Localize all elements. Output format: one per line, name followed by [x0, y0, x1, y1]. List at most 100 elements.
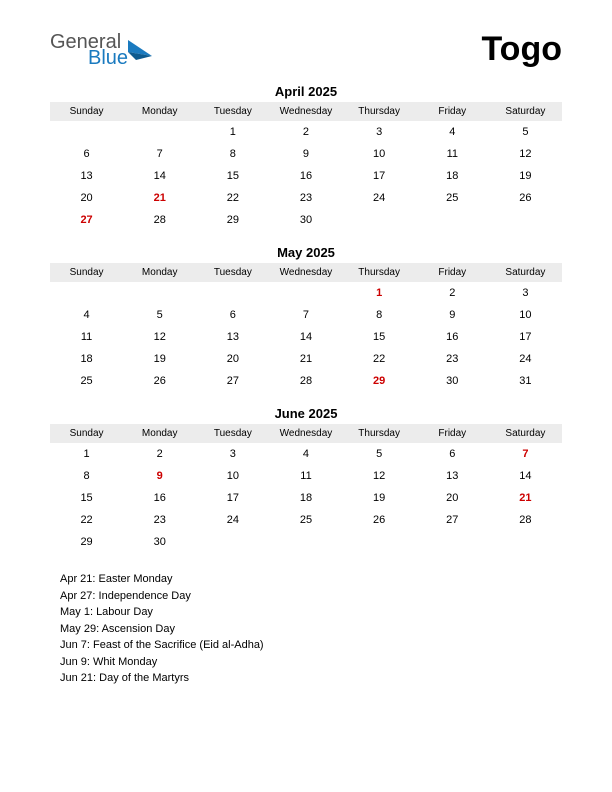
- day-cell: 6: [416, 443, 489, 465]
- day-cell: 9: [269, 143, 342, 165]
- day-cell: 26: [343, 509, 416, 531]
- table-row: 25262728293031: [50, 370, 562, 392]
- table-row: 123: [50, 282, 562, 304]
- day-cell: [416, 209, 489, 231]
- day-cell: 24: [196, 509, 269, 531]
- logo-text: General Blue: [50, 32, 128, 68]
- day-cell: 27: [50, 209, 123, 231]
- day-cell: 9: [123, 465, 196, 487]
- month-block: June 2025SundayMondayTuesdayWednesdayThu…: [50, 406, 562, 553]
- logo: General Blue: [50, 32, 152, 68]
- day-cell: 14: [489, 465, 562, 487]
- day-cell: 13: [416, 465, 489, 487]
- day-cell: 7: [123, 143, 196, 165]
- day-cell: 8: [343, 304, 416, 326]
- table-row: 11121314151617: [50, 326, 562, 348]
- day-cell: [489, 209, 562, 231]
- table-row: 1234567: [50, 443, 562, 465]
- day-cell: 19: [343, 487, 416, 509]
- calendar-table: SundayMondayTuesdayWednesdayThursdayFrid…: [50, 424, 562, 553]
- table-row: 22232425262728: [50, 509, 562, 531]
- day-cell: 11: [50, 326, 123, 348]
- day-cell: 31: [489, 370, 562, 392]
- day-cell: 22: [196, 187, 269, 209]
- logo-blue: Blue: [88, 48, 128, 68]
- table-row: 15161718192021: [50, 487, 562, 509]
- day-cell: 1: [196, 121, 269, 143]
- day-header: Thursday: [343, 263, 416, 282]
- day-cell: 1: [343, 282, 416, 304]
- table-row: 45678910: [50, 304, 562, 326]
- day-header: Sunday: [50, 102, 123, 121]
- day-cell: 23: [269, 187, 342, 209]
- day-cell: 22: [50, 509, 123, 531]
- day-header: Sunday: [50, 263, 123, 282]
- day-cell: 24: [489, 348, 562, 370]
- day-cell: 30: [416, 370, 489, 392]
- day-cell: 15: [343, 326, 416, 348]
- day-cell: 16: [123, 487, 196, 509]
- country-title: Togo: [481, 30, 562, 69]
- month-block: May 2025SundayMondayTuesdayWednesdayThur…: [50, 245, 562, 392]
- day-cell: 17: [196, 487, 269, 509]
- day-header: Saturday: [489, 263, 562, 282]
- month-block: April 2025SundayMondayTuesdayWednesdayTh…: [50, 84, 562, 231]
- logo-triangle-icon: [128, 40, 152, 60]
- day-cell: 29: [196, 209, 269, 231]
- day-cell: 11: [416, 143, 489, 165]
- day-header: Friday: [416, 424, 489, 443]
- day-cell: [50, 121, 123, 143]
- holiday-entry: May 1: Labour Day: [60, 604, 562, 621]
- day-header: Tuesday: [196, 102, 269, 121]
- holiday-entry: Apr 27: Independence Day: [60, 588, 562, 605]
- day-cell: 17: [489, 326, 562, 348]
- day-cell: [123, 121, 196, 143]
- holidays-list: Apr 21: Easter MondayApr 27: Independenc…: [50, 571, 562, 687]
- day-cell: [196, 282, 269, 304]
- day-cell: 7: [269, 304, 342, 326]
- holiday-entry: Jun 7: Feast of the Sacrifice (Eid al-Ad…: [60, 637, 562, 654]
- day-cell: 25: [50, 370, 123, 392]
- day-cell: 26: [123, 370, 196, 392]
- day-cell: 5: [343, 443, 416, 465]
- day-cell: 29: [50, 531, 123, 553]
- day-cell: [269, 531, 342, 553]
- day-cell: 6: [50, 143, 123, 165]
- day-cell: 26: [489, 187, 562, 209]
- table-row: 18192021222324: [50, 348, 562, 370]
- day-header: Wednesday: [269, 424, 342, 443]
- day-cell: 19: [123, 348, 196, 370]
- day-header: Friday: [416, 102, 489, 121]
- day-cell: 16: [416, 326, 489, 348]
- day-cell: 18: [269, 487, 342, 509]
- day-cell: 10: [489, 304, 562, 326]
- day-cell: [416, 531, 489, 553]
- day-cell: 4: [269, 443, 342, 465]
- day-cell: 30: [269, 209, 342, 231]
- day-cell: 21: [123, 187, 196, 209]
- day-header: Monday: [123, 424, 196, 443]
- day-cell: 2: [269, 121, 342, 143]
- header: General Blue Togo: [50, 30, 562, 69]
- day-cell: [269, 282, 342, 304]
- day-cell: [343, 209, 416, 231]
- day-cell: 18: [416, 165, 489, 187]
- day-cell: 28: [123, 209, 196, 231]
- day-cell: 17: [343, 165, 416, 187]
- day-cell: 23: [123, 509, 196, 531]
- day-header: Tuesday: [196, 424, 269, 443]
- day-cell: 3: [196, 443, 269, 465]
- day-cell: 24: [343, 187, 416, 209]
- day-cell: 27: [416, 509, 489, 531]
- day-cell: 20: [50, 187, 123, 209]
- day-cell: 8: [50, 465, 123, 487]
- day-cell: [123, 282, 196, 304]
- day-cell: 3: [343, 121, 416, 143]
- day-cell: 20: [196, 348, 269, 370]
- table-row: 891011121314: [50, 465, 562, 487]
- day-cell: 11: [269, 465, 342, 487]
- day-header: Tuesday: [196, 263, 269, 282]
- day-cell: [343, 531, 416, 553]
- table-row: 13141516171819: [50, 165, 562, 187]
- holiday-entry: Jun 21: Day of the Martyrs: [60, 670, 562, 687]
